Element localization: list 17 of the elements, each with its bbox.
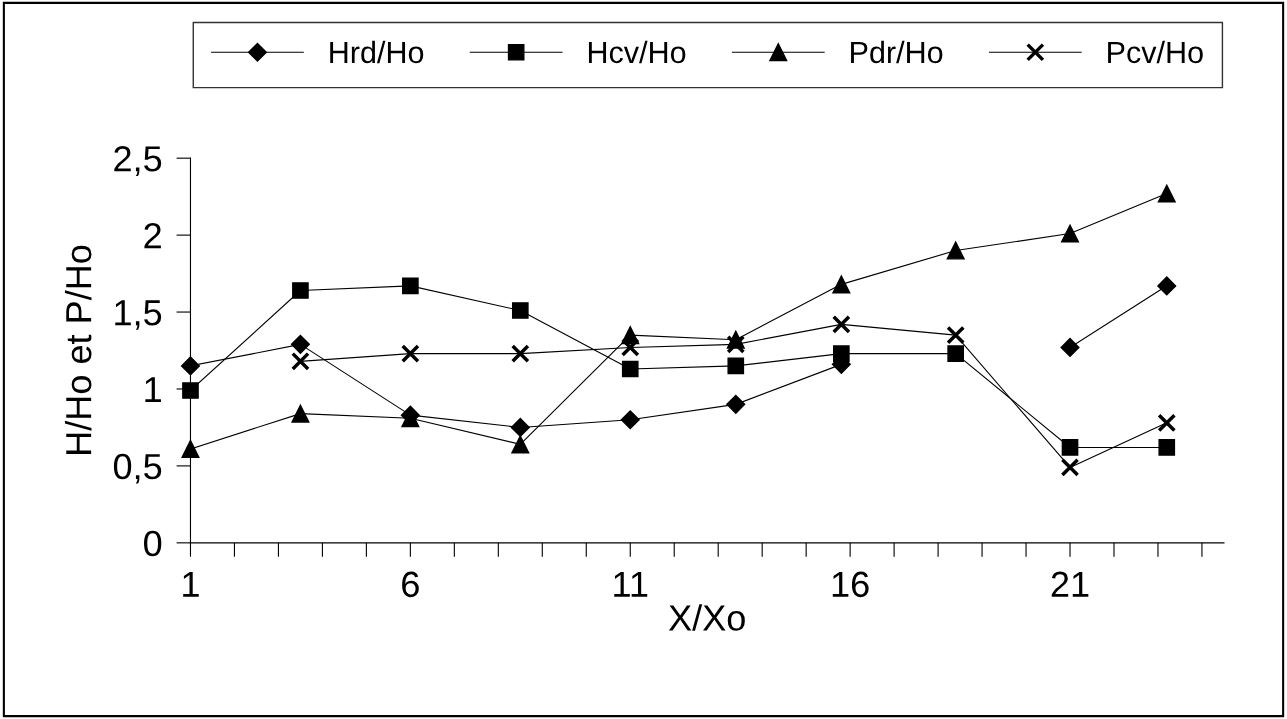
x-tick-label: 16 xyxy=(832,571,869,598)
legend-label: Hcv/Ho xyxy=(588,40,686,64)
x-tick-label: 6 xyxy=(402,571,419,598)
y-tick-label: 0 xyxy=(144,530,162,557)
y-tick-label: 1 xyxy=(145,377,161,403)
legend-label: Hrd/Ho xyxy=(330,40,424,64)
legend-label: Pdr/Ho xyxy=(851,40,943,64)
legend-label: Pcv/Ho xyxy=(1108,40,1203,64)
y-tick-label: 2 xyxy=(144,222,161,249)
y-tick-label: 2,5 xyxy=(114,146,162,176)
y-tick-label: 0,5 xyxy=(113,453,162,484)
x-tick-label: 21 xyxy=(1051,571,1089,597)
y-axis-title: H/Ho et P/Ho xyxy=(64,245,92,454)
x-axis-title: X/Xo xyxy=(668,604,745,631)
x-tick-label: 11 xyxy=(614,571,648,597)
y-tick-label: 1,5 xyxy=(115,300,162,330)
x-tick-label: 1 xyxy=(183,571,199,597)
